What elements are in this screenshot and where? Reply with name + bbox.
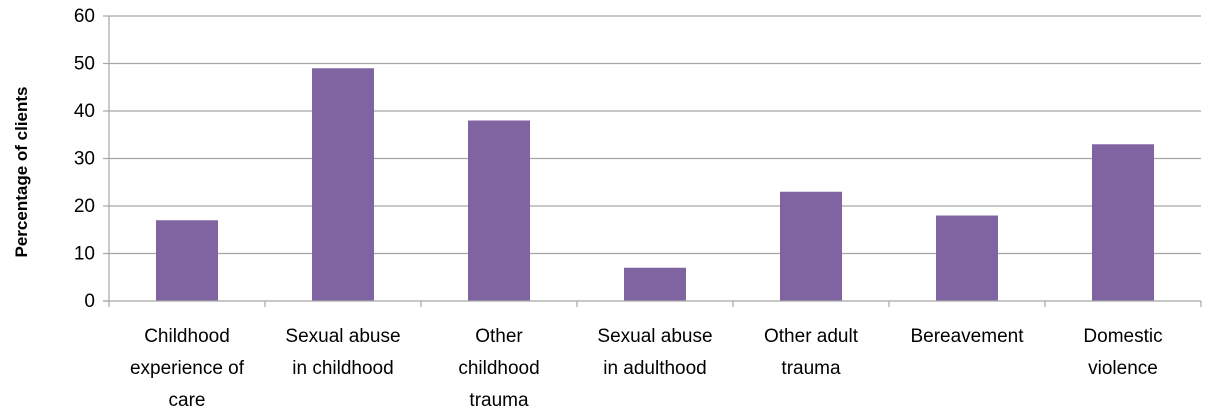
- bar: [1092, 144, 1154, 301]
- x-category-label-line: experience of: [130, 358, 245, 379]
- axes: [103, 15, 1202, 307]
- x-category-label-line: in childhood: [292, 358, 393, 379]
- x-category-label: Domestic violence: [1083, 326, 1162, 379]
- x-category-label-line: violence: [1088, 358, 1158, 379]
- x-category-label-line: Bereavement: [910, 326, 1024, 347]
- y-tick-labels: 0 10 20 30 40 50 60: [74, 6, 95, 312]
- y-tick-label: 0: [84, 291, 95, 312]
- x-category-label: Other childhood trauma: [458, 326, 539, 410]
- y-tick-label: 40: [74, 101, 95, 122]
- y-tick-label: 30: [74, 149, 95, 170]
- bar: [624, 267, 686, 301]
- y-tick-label: 20: [74, 196, 95, 217]
- x-category-label: Childhood experience of care: [130, 326, 245, 410]
- x-category-label-line: care: [169, 390, 206, 410]
- gridlines: [109, 15, 1201, 255]
- x-category-label-line: Sexual abuse: [285, 326, 400, 347]
- x-category-label-line: Sexual abuse: [597, 326, 712, 347]
- x-category-labels: Childhood experience of care Sexual abuse in…: [130, 326, 1163, 410]
- x-category-label: Sexual abuse in childhood: [285, 326, 400, 379]
- bar: [156, 220, 218, 301]
- x-category-label-line: Other: [475, 326, 523, 347]
- x-category-label-line: childhood: [458, 358, 539, 379]
- x-category-label-line: Other adult: [764, 326, 859, 347]
- y-tick-label: 60: [74, 6, 95, 27]
- bars: [156, 68, 1154, 301]
- y-tick-label: 50: [74, 54, 95, 75]
- x-category-label-line: trauma: [781, 358, 841, 379]
- x-category-label: Sexual abuse in adulthood: [597, 326, 712, 379]
- bar: [468, 120, 530, 301]
- bar: [936, 215, 998, 301]
- bar: [312, 68, 374, 301]
- x-category-label-line: Domestic: [1083, 326, 1162, 347]
- y-axis-title: Percentage of clients: [12, 86, 31, 257]
- x-category-label: Other adult trauma: [764, 326, 859, 379]
- y-tick-label: 10: [74, 244, 95, 265]
- bar: [780, 191, 842, 301]
- x-category-label: Bereavement: [910, 326, 1024, 347]
- x-category-label-line: trauma: [469, 390, 529, 410]
- x-category-label-line: in adulthood: [603, 358, 707, 379]
- x-category-label-line: Childhood: [144, 326, 230, 347]
